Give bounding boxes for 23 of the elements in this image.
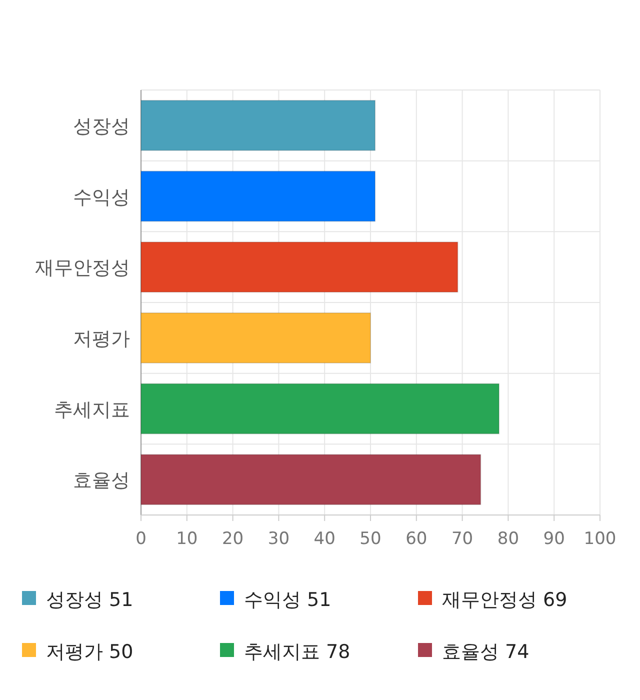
y-tick-label: 효율성 [73,470,130,492]
legend-label: 성장성 51 [46,589,134,611]
y-tick-label: 저평가 [73,328,130,350]
legend-label: 수익성 51 [244,589,332,611]
x-tick-label: 60 [406,529,428,549]
x-tick-label: 0 [136,529,146,549]
x-tick-label: 90 [543,529,565,549]
legend-label: 추세지표 78 [244,641,350,663]
legend-label: 효율성 74 [442,641,530,663]
x-tick-label: 100 [584,529,616,549]
y-tick-label: 성장성 [73,115,130,138]
legend-label: 저평가 50 [46,641,134,663]
legend-label: 재무안정성 69 [442,589,568,611]
x-tick-label: 80 [497,529,520,549]
x-tick-label: 10 [176,529,198,549]
x-tick-label: 50 [360,529,382,549]
x-tick-label: 30 [268,529,290,549]
y-tick-label: 재무안정성 [35,257,130,280]
x-tick-label: 70 [451,529,474,549]
x-tick-label: 40 [314,529,336,549]
y-tick-label: 수익성 [73,186,130,208]
x-tick-label: 20 [222,529,244,549]
y-tick-label: 추세지표 [54,398,130,421]
